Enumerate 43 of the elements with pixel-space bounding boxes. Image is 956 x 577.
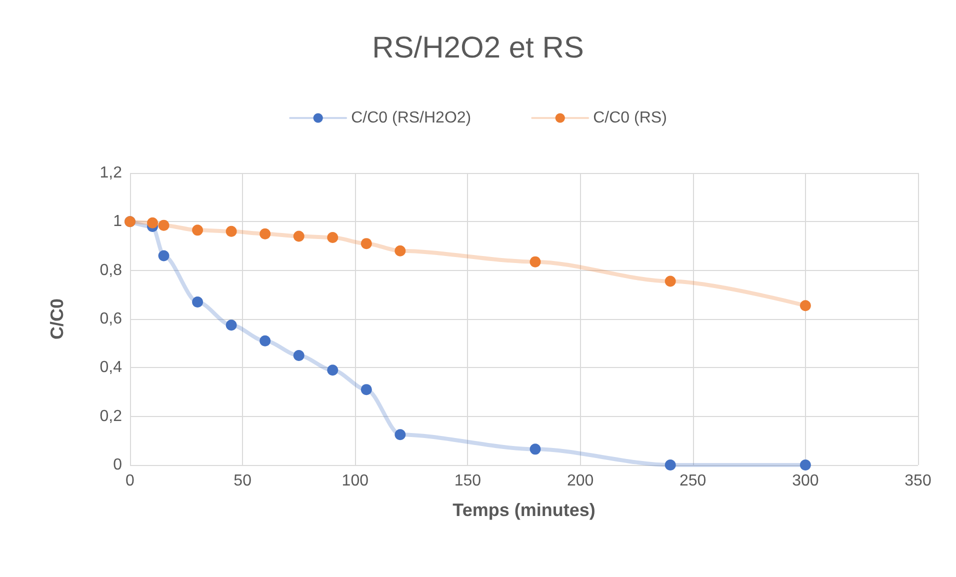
y-tick-label: 0,2	[100, 408, 122, 425]
y-tick-label: 1,2	[100, 164, 122, 182]
point	[360, 384, 372, 396]
point	[293, 350, 304, 361]
point	[327, 232, 338, 243]
point	[800, 460, 811, 470]
point	[394, 245, 406, 256]
legend-label: C/C0 (RS)	[593, 110, 667, 126]
point	[158, 250, 170, 262]
point	[226, 226, 237, 237]
point	[158, 220, 170, 231]
point	[664, 460, 676, 470]
point	[192, 224, 204, 236]
x-axis-title: Temps (minutes)	[452, 500, 596, 520]
chart-title: RS/H2O2 et RS	[372, 32, 584, 64]
x-tick-label: 350	[904, 472, 932, 490]
x-tick-label: 150	[454, 472, 482, 490]
point	[192, 296, 204, 308]
y-tick-label: 1	[113, 213, 122, 230]
y-tick-label: 0,8	[100, 262, 122, 279]
y-tick-label: 0,4	[100, 359, 122, 376]
legend-label: C/C0 (RS/H2O2)	[351, 110, 472, 126]
point	[530, 256, 541, 268]
point	[260, 228, 271, 240]
x-tick-label: 300	[792, 472, 819, 490]
point	[260, 335, 271, 346]
x-tick-label: 50	[234, 472, 252, 490]
point	[293, 230, 304, 242]
x-tick-label: 0	[126, 472, 135, 490]
point	[226, 320, 237, 331]
point	[664, 276, 676, 287]
point	[530, 444, 541, 455]
point	[360, 238, 372, 250]
point	[800, 300, 811, 312]
point	[394, 429, 406, 440]
point	[327, 364, 338, 376]
y-tick-label: 0	[113, 456, 122, 474]
x-tick-label: 250	[680, 472, 706, 490]
y-tick-label: 0,6	[100, 310, 122, 328]
x-tick-label: 100	[342, 472, 369, 490]
point	[147, 217, 158, 228]
y-axis-title: C/C0	[47, 298, 67, 340]
x-tick-label: 200	[566, 472, 594, 490]
